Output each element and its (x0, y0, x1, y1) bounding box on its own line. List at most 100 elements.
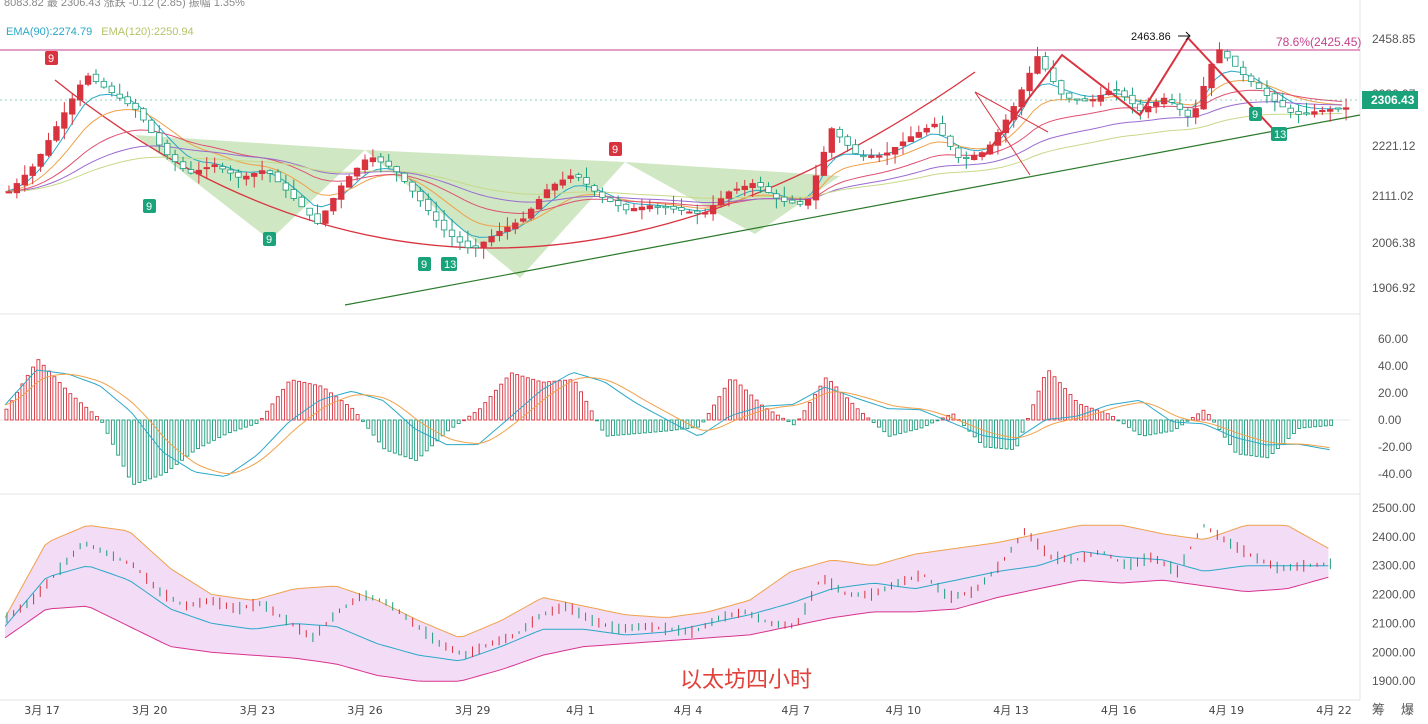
macd-histogram-bar (642, 419, 647, 434)
macd-histogram-bar (435, 419, 440, 442)
macd-histogram-bar (36, 359, 41, 421)
macd-histogram-bar (786, 419, 791, 422)
candle-body (971, 154, 978, 161)
candle-body (781, 196, 788, 202)
candle-body (298, 196, 305, 208)
macd-histogram-bar (493, 389, 498, 421)
macd-histogram-bar (488, 396, 493, 421)
macd-histogram-bar (1116, 419, 1121, 422)
macd-histogram-bar (1270, 419, 1275, 454)
candle-body (1184, 109, 1191, 117)
macd-histogram-bar (15, 391, 20, 421)
candle-body (1263, 87, 1271, 96)
candle-body (282, 182, 290, 191)
candle-body (227, 169, 234, 174)
macd-histogram-bar (456, 419, 461, 424)
macd-histogram-bar (552, 380, 557, 421)
candle-body (1034, 56, 1041, 74)
macd-histogram-bar (1004, 419, 1009, 450)
macd-histogram-bar (185, 419, 190, 457)
candle-body (488, 236, 495, 243)
candle-body (61, 112, 68, 129)
candle-body (164, 142, 171, 156)
macd-histogram-bar (765, 408, 770, 421)
macd-histogram-bar (589, 410, 594, 421)
macd-histogram-bar (605, 419, 610, 437)
time-tick-label: 4月 1 (566, 704, 595, 717)
candle-body (820, 151, 828, 176)
macd-histogram-bar (1137, 419, 1142, 436)
macd-histogram-bar (728, 379, 732, 421)
macd-tick-label: 40.00 (1378, 359, 1408, 373)
macd-histogram-bar (1174, 419, 1179, 429)
candle-body (543, 189, 551, 199)
macd-histogram-bar (1217, 419, 1222, 431)
candle-body (53, 126, 60, 141)
macd-histogram-bar (999, 419, 1004, 449)
macd-histogram-bar (47, 370, 51, 421)
candle-body (440, 219, 448, 231)
macd-histogram-bar (89, 411, 94, 421)
candle-body (132, 102, 139, 110)
candle-body (622, 203, 630, 211)
candle-body (852, 144, 859, 155)
candle-body (148, 119, 155, 133)
macd-histogram-bar (275, 396, 280, 421)
candle-body (203, 167, 210, 170)
candle-body (290, 189, 297, 199)
macd-histogram-bar (972, 419, 977, 438)
macd-histogram-bar (1260, 419, 1264, 458)
candle-body (195, 169, 203, 175)
macd-histogram-bar (744, 389, 748, 421)
candle-body (258, 170, 266, 174)
macd-histogram-bar (478, 408, 482, 421)
macd-histogram-bar (1073, 399, 1078, 421)
macd-histogram-bar (632, 419, 637, 435)
candle-body (401, 172, 408, 182)
macd-histogram-bar (52, 376, 57, 421)
candle-body (1240, 66, 1247, 75)
macd-histogram-bar (621, 419, 626, 436)
macd-histogram-bar (1015, 419, 1020, 447)
macd-histogram-bar (174, 419, 179, 465)
candle-body (1295, 111, 1302, 115)
macd-tick-label: 60.00 (1378, 332, 1408, 346)
macd-histogram-bar (1302, 419, 1307, 429)
candle-body (1050, 67, 1057, 82)
macd-histogram-bar (791, 419, 796, 426)
macd-histogram-bar (142, 419, 147, 482)
td-marker-label: 9 (421, 259, 427, 271)
macd-histogram-bar (259, 418, 264, 421)
candle-body (1271, 93, 1279, 102)
macd-histogram-bar (855, 408, 860, 421)
macd-histogram-bar (919, 419, 924, 429)
support-trendline (344, 114, 1361, 306)
macd-histogram-bar (1057, 382, 1062, 421)
boll-tick-label: 1900.00 (1372, 674, 1416, 688)
macd-histogram-bar (759, 404, 764, 421)
candle-body (156, 132, 163, 146)
macd-histogram-bar (1329, 419, 1334, 426)
candle-body (741, 185, 748, 191)
macd-histogram-bar (717, 396, 722, 421)
candle-body (496, 230, 503, 237)
candle-body (1168, 99, 1176, 103)
wave-thin-line (974, 91, 1049, 133)
macd-histogram-bar (509, 372, 514, 421)
macd-histogram-bar (1265, 419, 1270, 459)
macd-histogram-bar (616, 419, 621, 436)
candle-body (567, 175, 574, 179)
ema90-legend: EMA(90):2274.79 (6, 26, 93, 38)
candle-body (955, 147, 962, 158)
macd-histogram-bar (164, 419, 168, 473)
candle-body (630, 208, 638, 212)
candle-body (836, 128, 843, 138)
macd-histogram-bar (951, 413, 956, 421)
price-tick-label: 1906.92 (1372, 281, 1416, 295)
macd-histogram-bar (658, 419, 663, 432)
macd-histogram-bar (483, 402, 488, 421)
candle-body (393, 166, 400, 173)
macd-histogram-bar (419, 419, 424, 457)
fib-78-6-label: 78.6%(2425.45) (1276, 35, 1361, 49)
macd-histogram-bar (20, 383, 25, 421)
